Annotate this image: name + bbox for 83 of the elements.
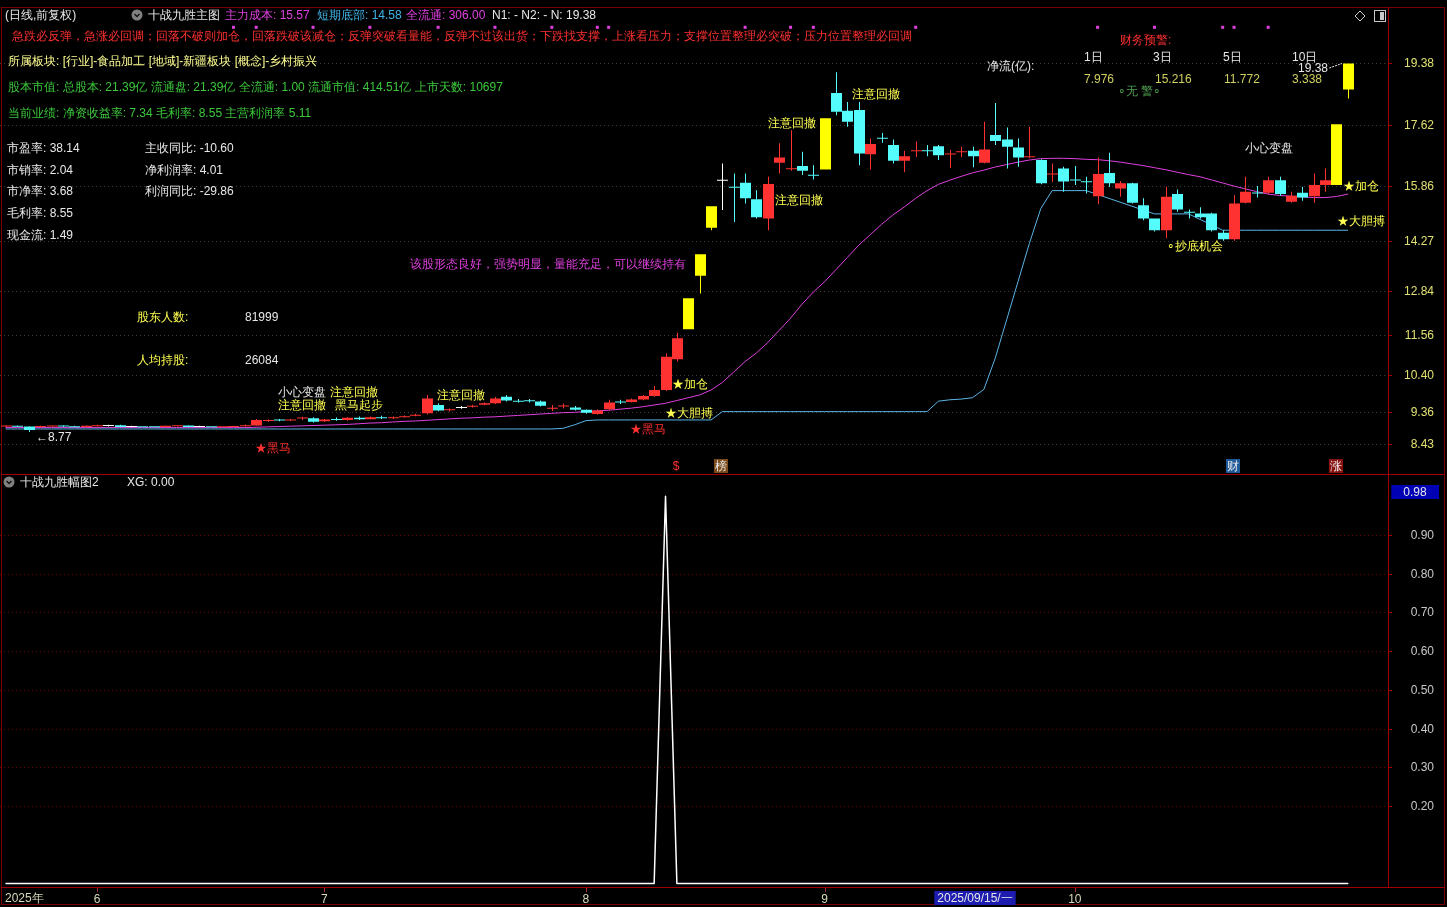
text: 2025/09/15/一	[937, 891, 1013, 905]
annotation: 注意回撤	[437, 388, 485, 402]
annotation: ←8.77	[36, 430, 72, 444]
annotation: 人均持股:	[137, 353, 189, 367]
annotation: $	[672, 459, 680, 473]
annotation: 1日	[1084, 50, 1103, 64]
annotation: 利润同比: -29.86	[145, 184, 235, 198]
y-tick-label: 0.30	[1410, 760, 1435, 775]
annotation: ∘抄底机会	[1167, 239, 1223, 253]
annotation: 财	[1227, 459, 1239, 473]
annotation: 短期底部: 14.58	[317, 8, 403, 22]
annotation: 财务预警:	[1120, 33, 1172, 47]
y-tick-label: 11.56	[1404, 328, 1435, 343]
annotation: 81999	[245, 310, 279, 324]
annotation: ★大胆搏	[665, 406, 713, 420]
annotation: ★大胆搏	[1337, 214, 1385, 228]
annotation: 3.338	[1292, 72, 1323, 86]
annotation: 小心变盘	[278, 385, 326, 399]
annotation: 市销率: 2.04	[7, 163, 74, 177]
annotation: 急跌必反弹，急涨必回调；回落不破则加仓，回落跌破该减仓；反弹突破看量能，反弹不过该出货；下跌找支撑，上涨看压力；支撑位置整理必突破；压力位置整理必回调	[11, 29, 912, 43]
y-tick-label: 0.60	[1410, 644, 1435, 659]
y-tick-label: 0.40	[1410, 721, 1435, 736]
y-tick-label: 14.27	[1403, 234, 1435, 248]
y-tick-label: 0.80	[1410, 566, 1435, 581]
y-tick-label: 9.36	[1410, 404, 1435, 419]
y-tick-label: 15.86	[1403, 178, 1435, 193]
annotation: ★黑马	[630, 422, 666, 436]
x-tick-label: 10	[1068, 892, 1082, 906]
y-tick-label: 0.50	[1410, 682, 1435, 697]
y-tick-label: 0.70	[1410, 605, 1435, 620]
chart-title: 十战九胜主图	[148, 8, 220, 22]
chart-title: 十战九胜幅图2	[20, 475, 99, 489]
annotation: 市净率: 3.68	[7, 184, 74, 198]
annotation: 该股形态良好，强势明显，量能充足，可以继续持有	[410, 257, 686, 271]
annotation: 19.38	[1298, 61, 1329, 75]
y-tick-label: 8.43	[1410, 436, 1435, 451]
y-tick-label: 10.40	[1403, 368, 1435, 383]
annotation: 涨	[1330, 459, 1342, 473]
annotation: ★加仓	[672, 377, 708, 391]
y-tick-label: 0.90	[1410, 527, 1435, 542]
annotation: 黑马起步	[335, 398, 383, 412]
annotation: 注意回撤	[330, 385, 378, 399]
annotation: 注意回撤	[775, 193, 823, 207]
x-tick-label: 9	[821, 892, 829, 906]
y-tick-label: 17.62	[1403, 117, 1435, 132]
annotation: 现金流: 1.49	[7, 228, 74, 242]
annotation: 小心变盘	[1245, 141, 1293, 155]
annotation: 股东人数:	[137, 310, 189, 324]
text: 0.98	[1403, 485, 1427, 499]
annotation: 市盈率: 38.14	[7, 141, 81, 155]
annotation: 10日	[1292, 50, 1318, 64]
annotation: 毛利率: 8.55	[7, 206, 74, 220]
chart-subtitle: (日线,前复权)	[5, 8, 77, 22]
annotation: ★黑马	[255, 441, 291, 455]
annotation: 注意回撤	[852, 87, 900, 101]
annotation: 当前业绩: 净资收益率: 7.34 毛利率: 8.55 主营利润率 5.11	[8, 106, 312, 120]
annotation: 榜	[715, 459, 727, 473]
annotation: 15.216	[1155, 72, 1193, 86]
annotation: 净流(亿):	[987, 59, 1035, 73]
annotation: 净利润率: 4.01	[145, 163, 224, 177]
x-tick-label: 8	[582, 892, 590, 906]
x-tick-label: 7	[321, 892, 329, 906]
annotation: 5日	[1223, 50, 1242, 64]
annotation: 3日	[1153, 50, 1172, 64]
y-tick-label: 0.20	[1410, 799, 1435, 814]
annotation: ∘无 警∘	[1118, 84, 1162, 98]
annotation: 股本市值: 总股本: 21.39亿 流通盘: 21.39亿 全流通: 1.00 流通市值: 414.51亿 上市天数: 10697	[8, 80, 504, 94]
annotation: ★加仓	[1343, 179, 1379, 193]
annotation: 26084	[245, 353, 279, 367]
annotation: 注意回撤	[278, 398, 326, 412]
annotation: 所属板块: [行业]-食品加工 [地域]-新疆板块 [概念]-乡村振兴	[8, 54, 318, 68]
annotation: 11.772	[1224, 72, 1261, 86]
y-tick-label: 12.84	[1403, 283, 1435, 298]
annotation: XG: 0.00	[127, 475, 175, 489]
x-tick-label: 6	[93, 892, 101, 906]
text: 2025年	[5, 891, 44, 905]
annotation: 主力成本: 15.57	[225, 8, 311, 22]
annotation: N1: - N2: - N: 19.38	[492, 8, 597, 22]
annotation: 全流通: 306.00	[406, 8, 486, 22]
annotation: 主收同比: -10.60	[145, 141, 235, 155]
annotation: 7.976	[1084, 72, 1115, 86]
y-tick-label: 19.38	[1403, 56, 1435, 71]
annotation: 注意回撤	[768, 116, 816, 130]
